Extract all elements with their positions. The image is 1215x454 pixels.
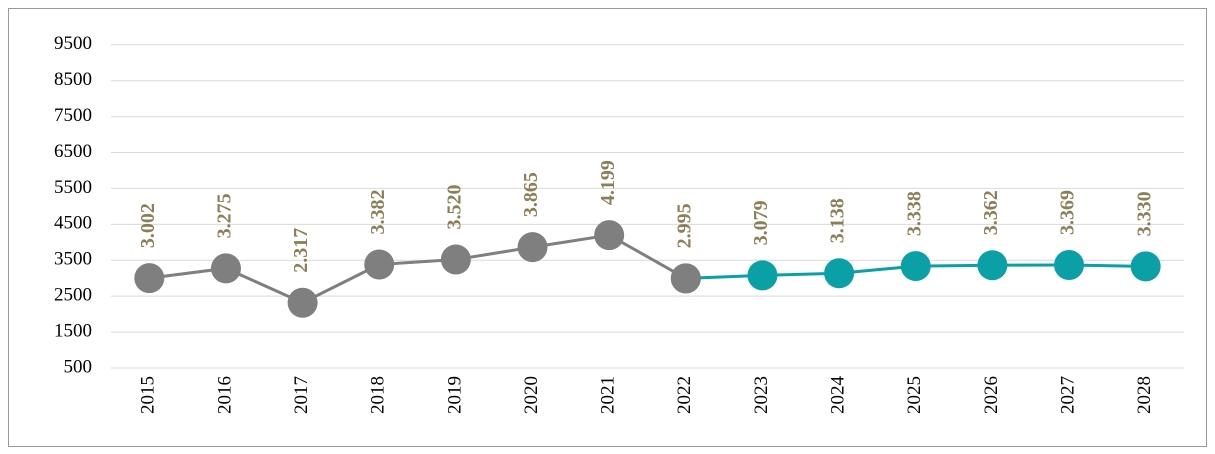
data-point: [670, 263, 701, 294]
x-tick-label: 2021: [598, 376, 619, 414]
x-tick-label: 2022: [674, 376, 695, 414]
data-point: [1130, 251, 1161, 282]
data-label: 2.317: [290, 228, 312, 273]
data-label: 3.330: [1133, 191, 1155, 236]
x-tick-label: 2015: [138, 376, 159, 414]
data-point: [824, 258, 855, 289]
data-label: 3.275: [214, 193, 236, 238]
data-point: [517, 232, 548, 263]
y-tick-label: 4500: [54, 213, 92, 234]
y-tick-label: 500: [64, 356, 93, 377]
x-tick-label: 2018: [368, 376, 389, 414]
y-tick-label: 7500: [54, 105, 92, 126]
data-label: 3.338: [903, 191, 925, 236]
data-point: [287, 287, 318, 318]
data-point: [440, 244, 471, 275]
y-tick-label: 9500: [54, 33, 92, 54]
data-point: [977, 250, 1008, 281]
y-tick-label: 5500: [54, 177, 92, 198]
x-tick-label: 2017: [291, 376, 312, 414]
x-tick-label: 2025: [904, 376, 925, 414]
x-tick-label: 2020: [521, 376, 542, 414]
data-point: [364, 249, 395, 280]
data-label: 3.382: [367, 189, 389, 234]
data-label: 3.138: [827, 198, 849, 243]
data-point: [134, 263, 165, 294]
x-tick-label: 2016: [214, 376, 235, 414]
data-point: [747, 260, 778, 291]
data-label: 2.995: [673, 203, 695, 248]
y-tick-label: 3500: [54, 249, 92, 270]
data-label: 3.369: [1057, 190, 1079, 235]
y-tick-label: 2500: [54, 285, 92, 306]
x-tick-label: 2024: [827, 376, 848, 415]
data-label: 3.079: [750, 200, 772, 245]
data-label: 3.362: [980, 190, 1002, 235]
data-point: [210, 253, 241, 284]
x-tick-label: 2027: [1057, 376, 1078, 414]
y-tick-label: 6500: [54, 141, 92, 162]
x-tick-label: 2023: [751, 376, 772, 414]
data-point: [594, 220, 625, 251]
x-tick-label: 2019: [444, 376, 465, 414]
data-label: 3.865: [520, 172, 542, 217]
x-tick-label: 2028: [1134, 376, 1155, 414]
data-label: 4.199: [597, 160, 619, 205]
x-tick-label: 2026: [981, 376, 1002, 414]
data-point: [1054, 249, 1085, 280]
y-tick-label: 8500: [54, 69, 92, 90]
data-label: 3.520: [443, 185, 465, 230]
data-label: 3.002: [137, 203, 159, 248]
data-point: [900, 251, 931, 282]
y-tick-label: 1500: [54, 320, 92, 341]
